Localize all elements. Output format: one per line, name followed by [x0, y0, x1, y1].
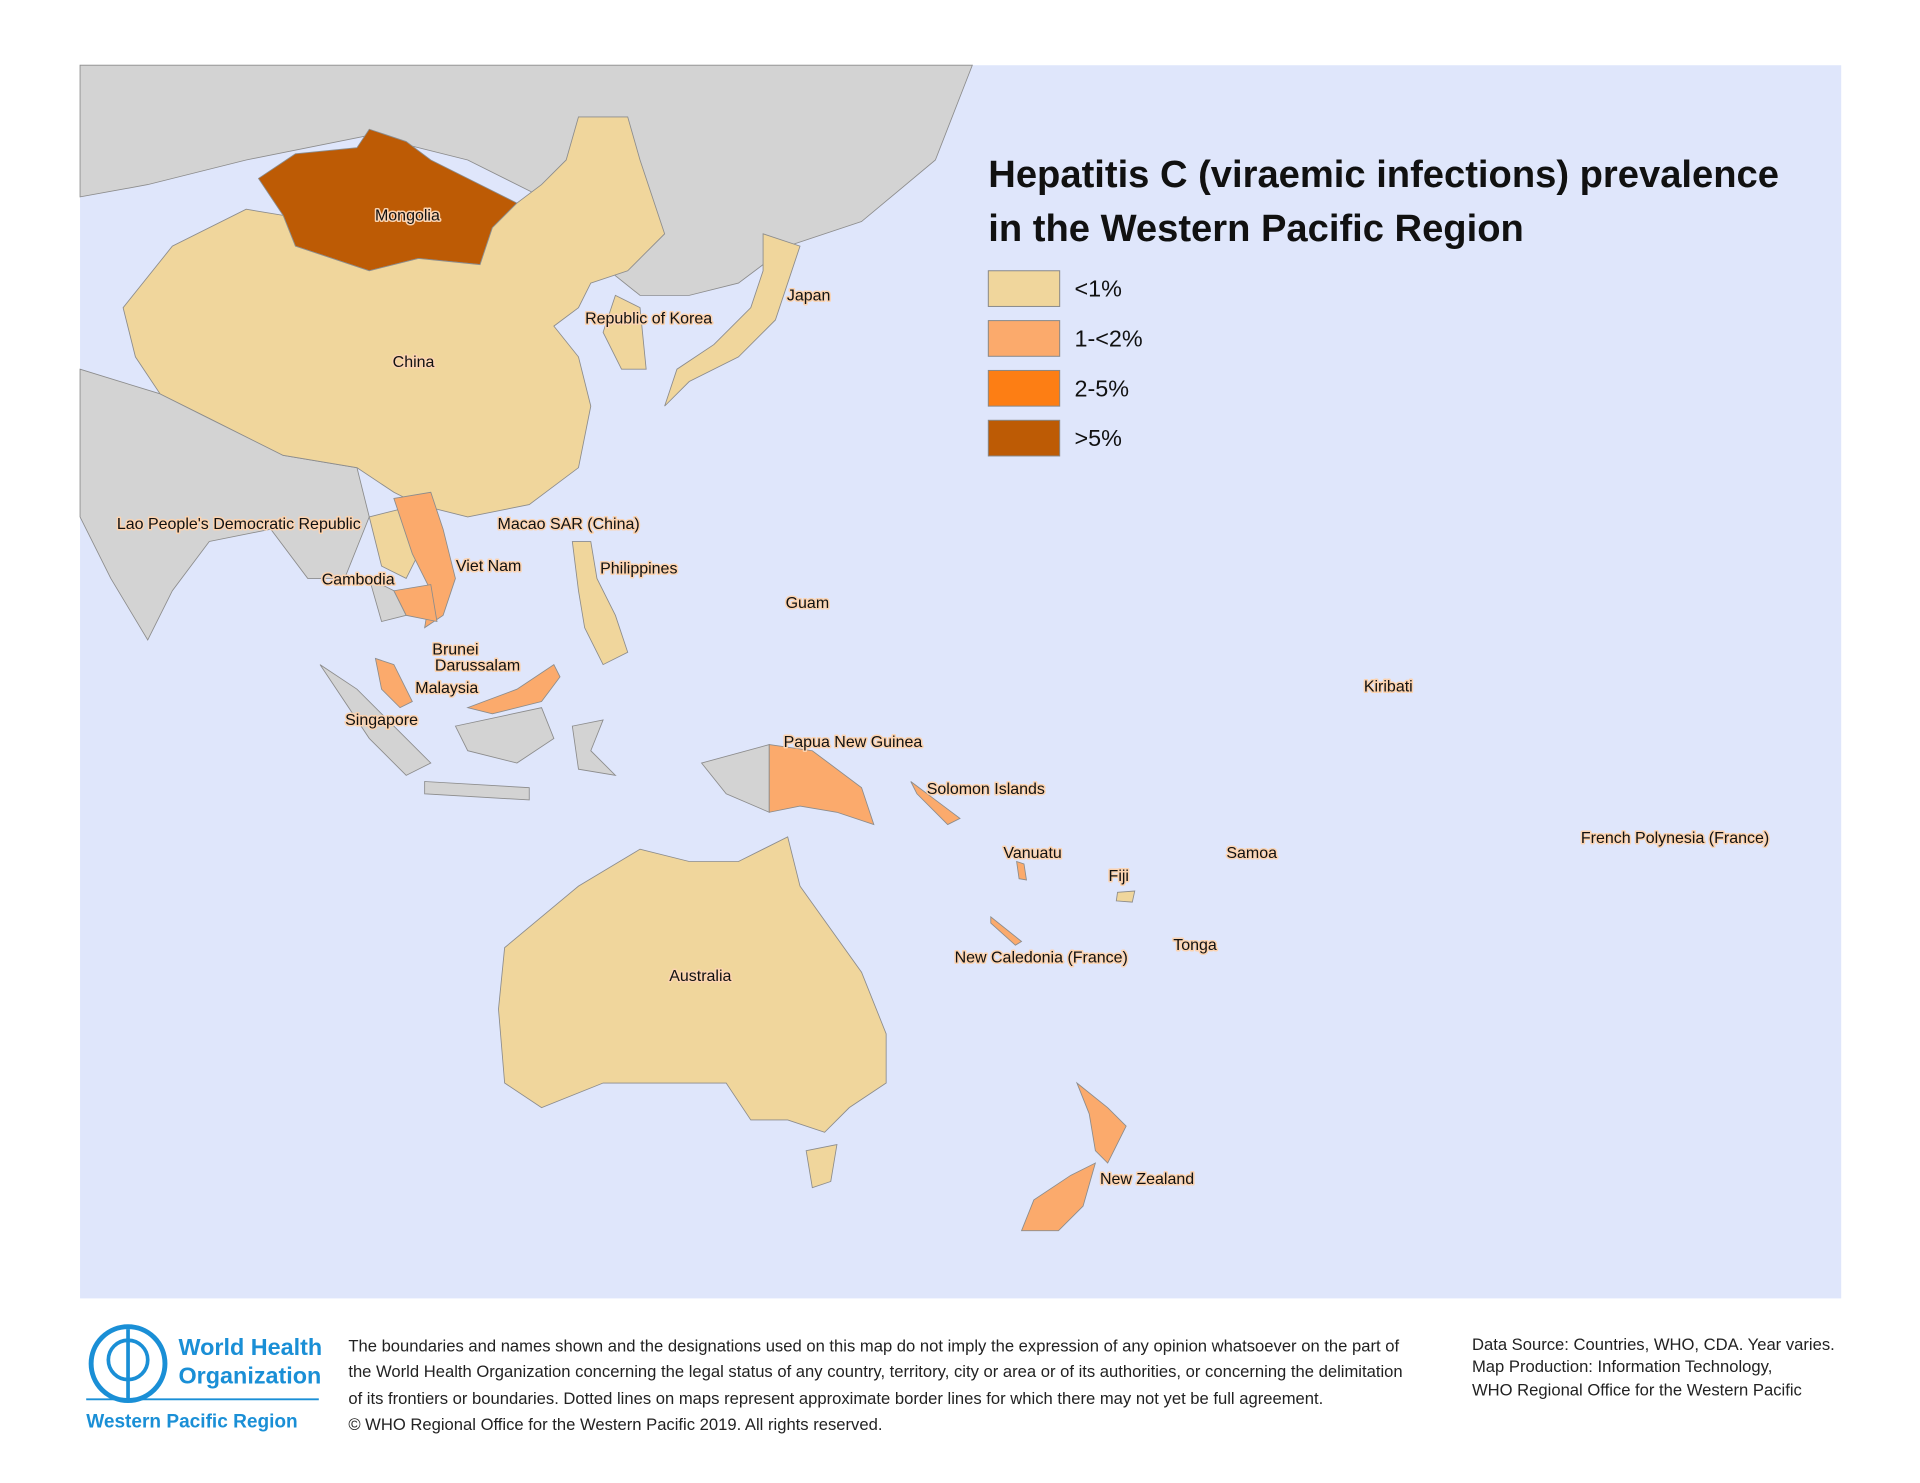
- new-caledonia: [990, 915, 1023, 946]
- country-label: Brunei: [432, 642, 478, 659]
- country-label: New Zealand: [1100, 1171, 1194, 1188]
- country-label: Malaysia: [415, 680, 478, 697]
- legend: <1% 1-<2% 2-5% >5%: [987, 270, 1143, 457]
- country-label: Vanuatu: [1003, 845, 1061, 862]
- disclaimer: © WHO Regional Office for the Western Pa…: [348, 1415, 882, 1434]
- disclaimer: of its frontiers or boundaries. Dotted l…: [348, 1389, 1323, 1408]
- solomon-islands: [910, 781, 961, 826]
- papua-new-guinea: [768, 744, 875, 826]
- country-label: Guam: [786, 595, 830, 612]
- australia: [498, 836, 887, 1133]
- malaysia: [374, 657, 413, 709]
- country-label: New Caledonia (France): [955, 949, 1128, 966]
- logo-text: Organization: [179, 1362, 322, 1388]
- country-label: Tonga: [1173, 937, 1217, 954]
- legend-label: <1%: [1074, 276, 1121, 302]
- source: Map Production: Information Technology,: [1472, 1357, 1772, 1376]
- country-label: Mongolia: [375, 207, 440, 224]
- country-label: Samoa: [1226, 845, 1277, 862]
- source: WHO Regional Office for the Western Paci…: [1472, 1381, 1802, 1400]
- disclaimer: the World Health Organization concerning…: [348, 1362, 1402, 1381]
- country-label: China: [393, 354, 435, 371]
- legend-label: >5%: [1074, 425, 1121, 451]
- country-label: Kiribati: [1364, 679, 1413, 696]
- country-label: French Polynesia (France): [1581, 830, 1769, 847]
- land: [454, 707, 555, 764]
- country-label: Darussalam: [435, 658, 520, 675]
- country-label: Papua New Guinea: [784, 734, 923, 751]
- source: Data Source: Countries, WHO, CDA. Year v…: [1472, 1335, 1835, 1354]
- viet-nam: [393, 491, 456, 629]
- country-label: Solomon Islands: [927, 781, 1045, 798]
- legend-swatch: [987, 320, 1061, 357]
- philippines: [571, 541, 629, 666]
- country-label: Lao People's Democratic Republic: [117, 516, 361, 533]
- legend-label: 2-5%: [1074, 375, 1129, 401]
- country-label: Republic of Korea: [585, 311, 712, 328]
- country-label: Philippines: [600, 561, 677, 578]
- who-logo: World Health Organization Western Pacifi…: [86, 1324, 323, 1433]
- land: [424, 781, 530, 801]
- country-label: Singapore: [345, 712, 418, 729]
- legend-swatch: [987, 419, 1061, 457]
- fiji: [1115, 890, 1136, 903]
- map-title: in the Western Pacific Region: [988, 207, 1523, 250]
- map-labels: Mongolia China Japan Republic of Korea L…: [115, 206, 1770, 1190]
- disclaimer: The boundaries and names shown and the d…: [348, 1336, 1399, 1355]
- land: [319, 664, 432, 776]
- country-label: Macao SAR (China): [498, 516, 640, 533]
- vanuatu: [1016, 860, 1027, 881]
- country-label: Viet Nam: [456, 558, 521, 575]
- country-label: Australia: [669, 968, 731, 985]
- logo-text: Western Pacific Region: [86, 1412, 298, 1433]
- tasmania: [805, 1144, 838, 1189]
- cambodia: [393, 584, 438, 623]
- legend-swatch: [987, 270, 1061, 307]
- korea: [602, 294, 647, 370]
- map: [79, 64, 1136, 1232]
- new-zealand: [1075, 1081, 1127, 1164]
- map-title: Hepatitis C (viraemic infections) preval…: [988, 153, 1779, 196]
- country-label: Cambodia: [322, 572, 395, 589]
- country-label: Fiji: [1109, 868, 1129, 885]
- malaysia: [466, 663, 561, 715]
- logo-text: World Health: [179, 1334, 323, 1360]
- china: [122, 116, 666, 518]
- legend-label: 1-<2%: [1074, 325, 1142, 351]
- new-zealand: [1020, 1162, 1097, 1232]
- legend-swatch: [987, 369, 1061, 407]
- country-label: Japan: [787, 287, 831, 304]
- japan: [664, 233, 801, 407]
- land: [571, 719, 617, 776]
